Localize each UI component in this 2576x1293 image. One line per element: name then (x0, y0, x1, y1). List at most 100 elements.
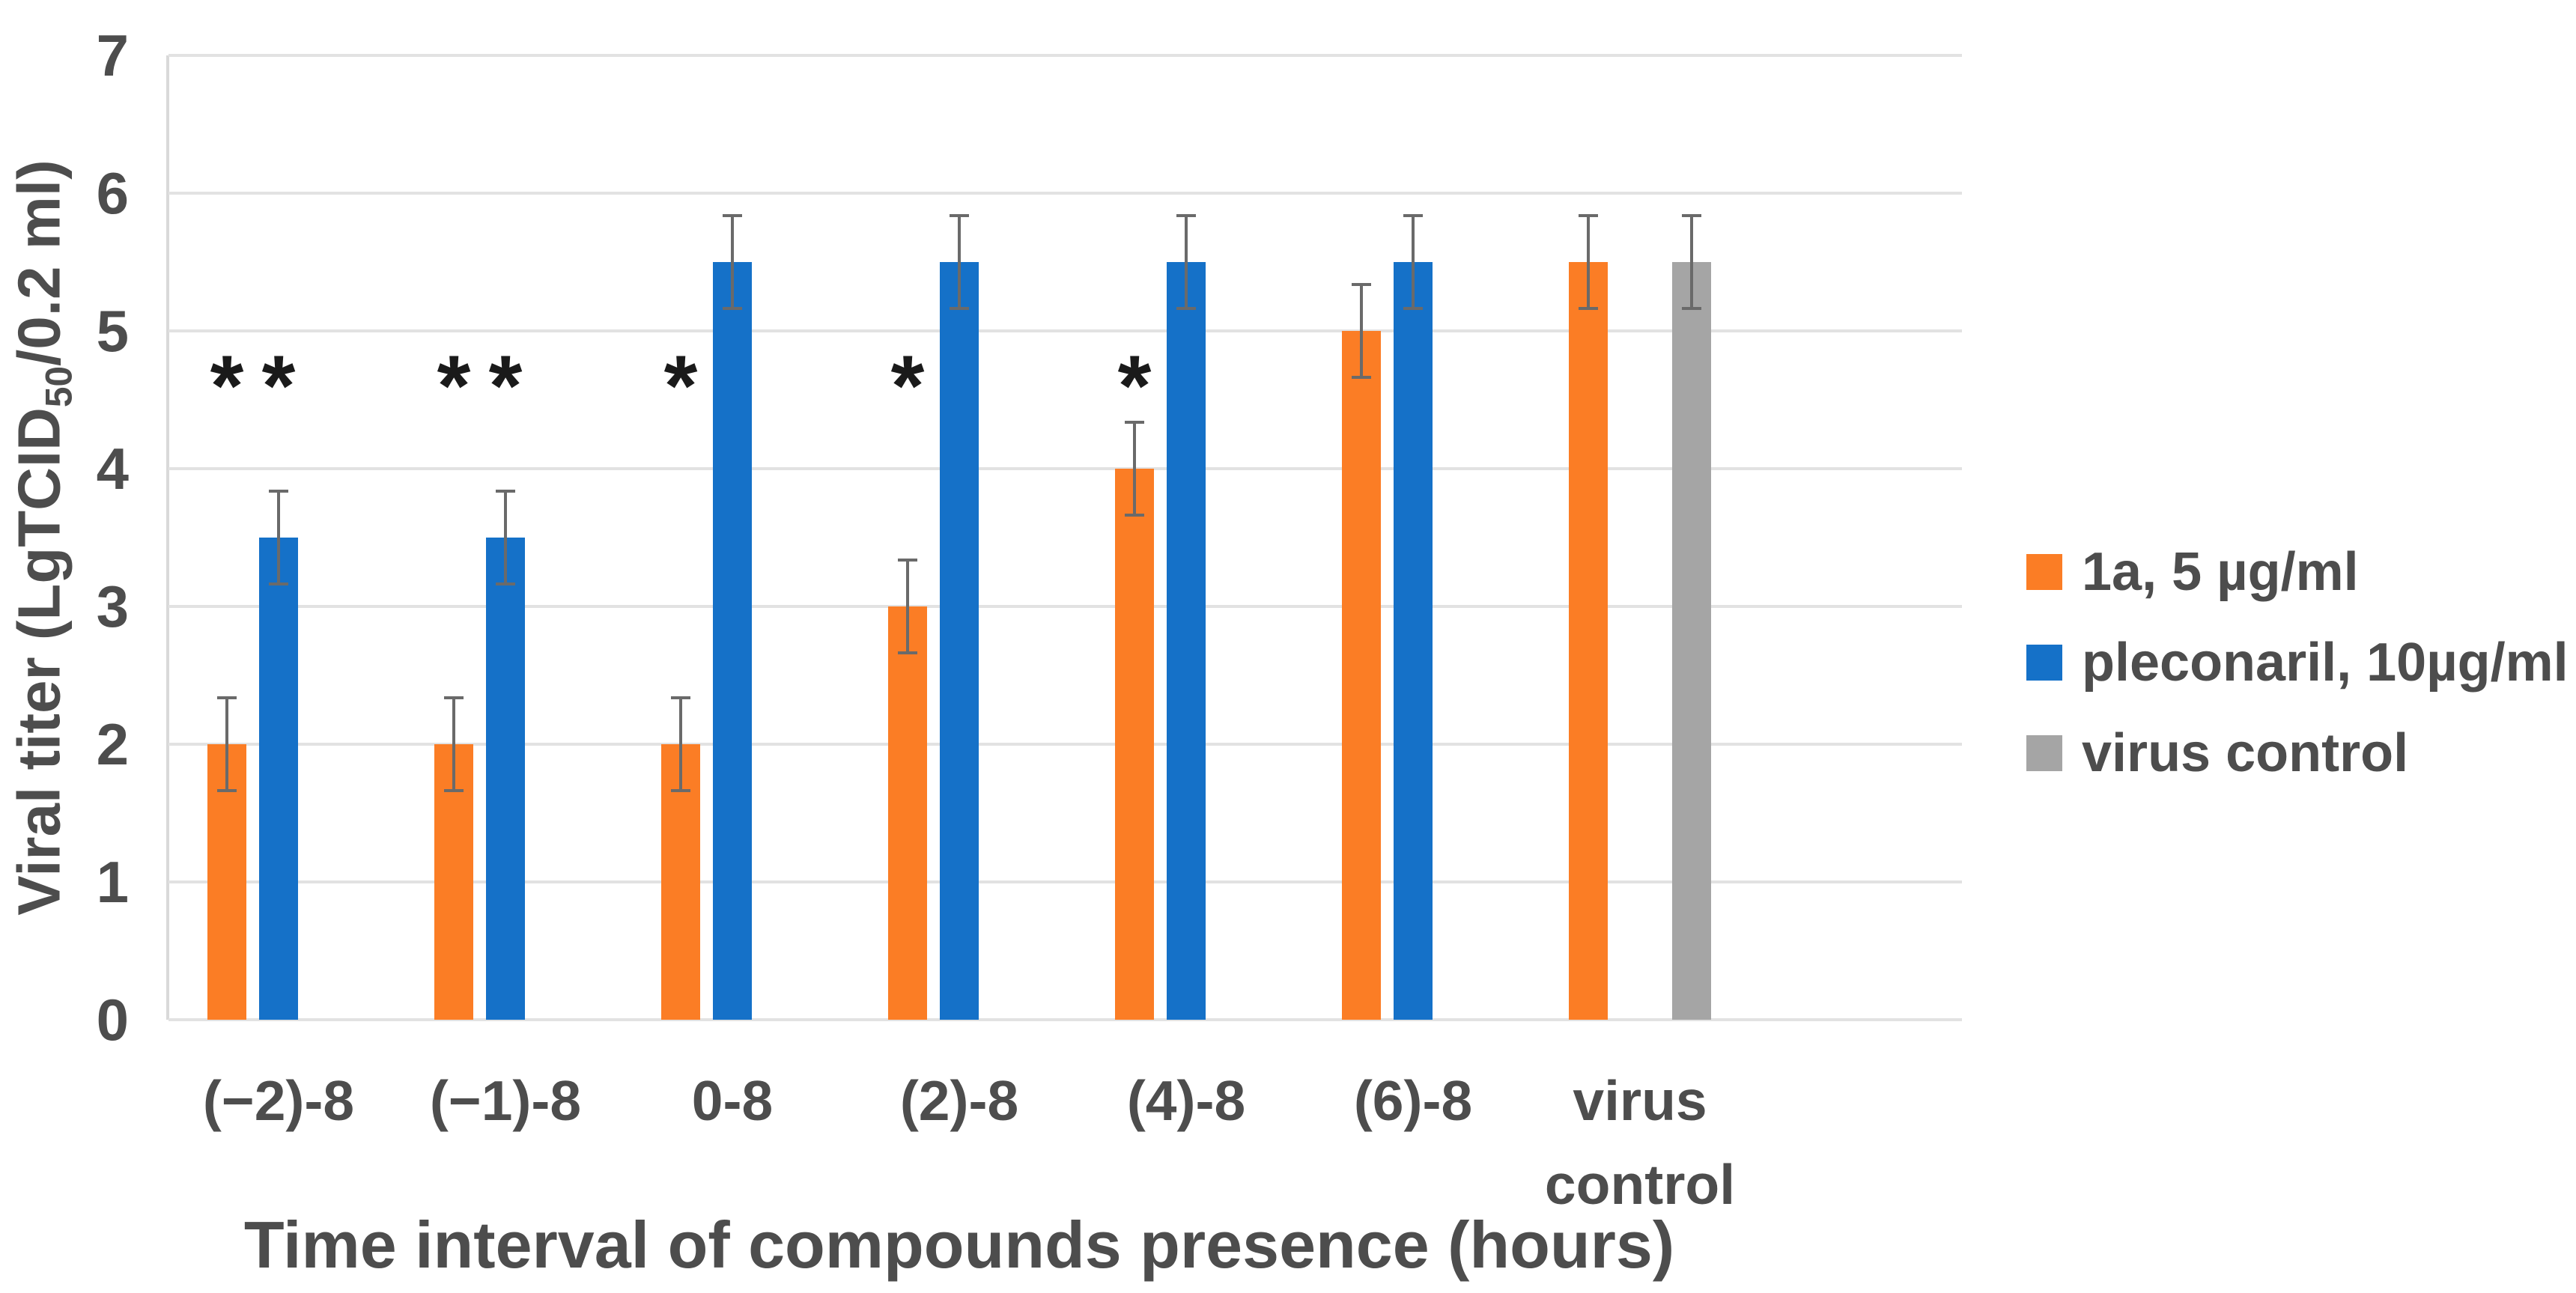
error-bar-line (1133, 420, 1136, 517)
significance-asterisk: * (437, 338, 471, 434)
error-bar-cap (1403, 213, 1423, 217)
legend-label: pleconaril, 10µg/ml (2082, 633, 2569, 693)
error-bar-cap (671, 789, 690, 793)
error-bar (444, 696, 464, 793)
error-bar-line (1185, 213, 1188, 311)
error-bar-line (225, 696, 228, 793)
error-bar-cap (217, 696, 237, 699)
legend-label: virus control (2082, 723, 2409, 783)
bar (888, 606, 927, 1020)
bar (1672, 262, 1711, 1020)
legend-entry: virus control (2026, 717, 2408, 789)
error-bar-line (452, 696, 455, 793)
y-tick-label: 4 (96, 436, 129, 502)
gridline (168, 743, 1962, 746)
error-bar-line (277, 489, 280, 586)
error-bar-cap (269, 582, 288, 586)
bar (1342, 331, 1381, 1020)
error-bar-cap (671, 696, 690, 699)
bar (1394, 262, 1433, 1020)
error-bar (1125, 420, 1144, 517)
plot-area: * * * * * * * (166, 54, 1962, 1021)
error-bar-line (1360, 282, 1363, 380)
significance-asterisk: * (210, 338, 244, 434)
x-axis-title: Time interval of compounds presence (hou… (243, 1208, 1675, 1282)
error-bar-cap (723, 307, 742, 311)
bar (486, 538, 525, 1020)
bar (1167, 262, 1206, 1020)
bar (259, 538, 298, 1020)
gridline (168, 329, 1962, 332)
x-category-label: virus control (1544, 1069, 1736, 1216)
significance-asterisk: * (1117, 338, 1152, 434)
error-bar (1176, 213, 1196, 311)
error-bar (496, 489, 515, 586)
significance-asterisk: * (488, 338, 523, 434)
y-tick-label: 7 (96, 22, 129, 88)
legend: 1a, 5 µg/ml pleconaril, 10µg/ml virus cont… (2026, 0, 2576, 1293)
y-axis-line (166, 55, 169, 1020)
error-bar-cap (1352, 376, 1371, 380)
y-axis-tick-labels: 7 6 5 4 3 2 1 0 (0, 0, 129, 1293)
error-bar-cap (1352, 282, 1371, 286)
error-bar-cap (444, 789, 464, 793)
error-bar-cap (898, 651, 917, 655)
error-bar-cap (1176, 213, 1196, 217)
gridline (168, 1018, 1962, 1021)
error-bar-cap (217, 789, 237, 793)
significance-asterisk: * (890, 338, 925, 434)
error-bar-cap (1125, 420, 1144, 424)
legend-label: 1a, 5 µg/ml (2082, 542, 2359, 602)
error-bar-line (958, 213, 961, 311)
y-tick-label: 0 (96, 987, 129, 1053)
error-bar (898, 558, 917, 655)
y-tick-label: 3 (96, 574, 129, 639)
y-tick-label: 1 (96, 849, 129, 915)
error-bar-line (906, 558, 909, 655)
gridline (168, 192, 1962, 195)
error-bar-line (679, 696, 682, 793)
error-bar-cap (1682, 307, 1701, 311)
y-tick-label: 5 (96, 298, 129, 364)
error-bar-cap (496, 582, 515, 586)
error-bar-cap (269, 489, 288, 493)
x-axis-category-labels: (−2)-8 (−1)-8 0-8 (2)-8 (4)-8 (6)-8 virus cont… (168, 1059, 1962, 1246)
error-bar (1682, 213, 1701, 311)
error-bar-cap (444, 696, 464, 699)
bar (713, 262, 752, 1020)
error-bar-cap (723, 213, 742, 217)
gridline (168, 605, 1962, 608)
gridline (168, 880, 1962, 883)
bar (940, 262, 979, 1020)
error-bar-line (731, 213, 734, 311)
error-bar-cap (1176, 307, 1196, 311)
gridline (168, 467, 1962, 470)
x-category-label: (2)-8 (899, 1069, 1019, 1132)
x-category-label: (4)-8 (1126, 1069, 1246, 1132)
legend-entry: 1a, 5 µg/ml (2026, 536, 2359, 608)
x-category-label: (−2)-8 (202, 1069, 355, 1132)
error-bar-cap (1682, 213, 1701, 217)
bar (1115, 469, 1154, 1020)
error-bar (723, 213, 742, 311)
significance-asterisk: * (663, 338, 698, 434)
error-bar-line (1690, 213, 1693, 311)
x-category-label: (−1)-8 (429, 1069, 582, 1132)
error-bar-cap (950, 213, 969, 217)
legend-entry: pleconaril, 10µg/ml (2026, 627, 2569, 699)
error-bar-cap (496, 489, 515, 493)
gridline (168, 54, 1962, 57)
error-bar-cap (1125, 514, 1144, 517)
y-tick-label: 6 (96, 160, 129, 226)
error-bar (950, 213, 969, 311)
y-tick-label: 2 (96, 711, 129, 777)
legend-swatch (2026, 645, 2062, 681)
x-category-label: (6)-8 (1353, 1069, 1473, 1132)
error-bar (1579, 213, 1598, 311)
error-bar (671, 696, 690, 793)
error-bar (1352, 282, 1371, 380)
error-bar-cap (1579, 213, 1598, 217)
x-category-label: 0-8 (691, 1069, 774, 1132)
error-bar-cap (1579, 307, 1598, 311)
